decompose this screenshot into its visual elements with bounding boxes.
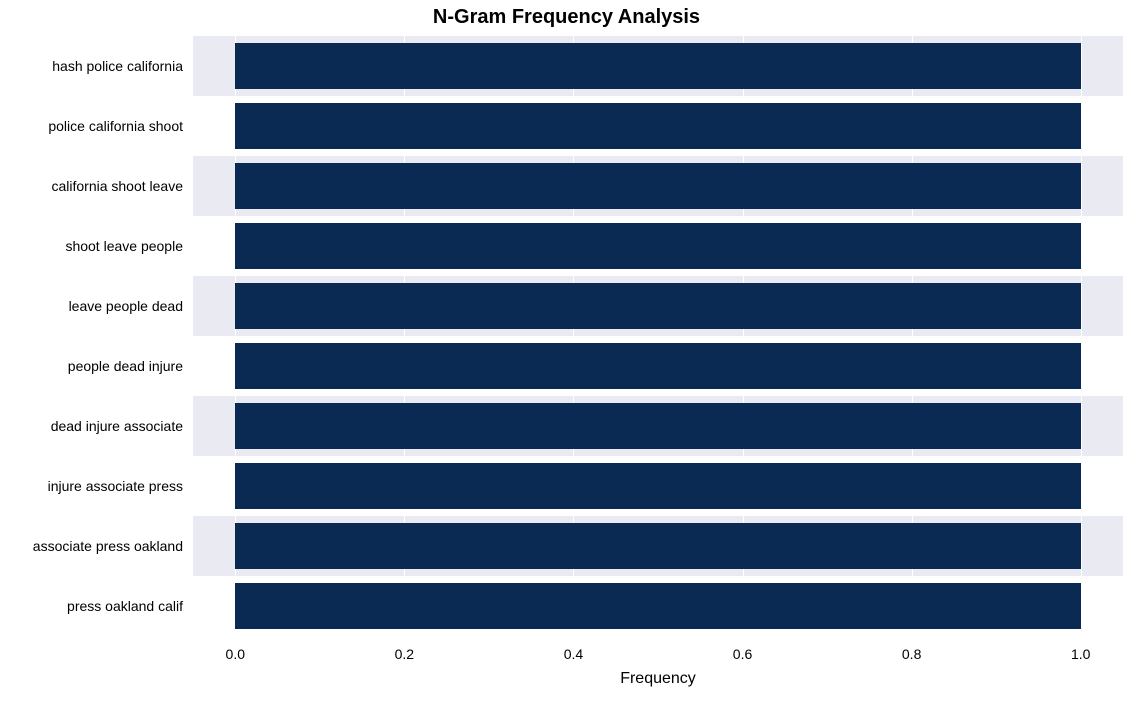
bar-row: press oakland calif [193,583,1123,630]
bar-row: dead injure associate [193,403,1123,450]
ytick-label: associate press oakland [33,523,193,570]
bar [235,463,1080,510]
bar-row: people dead injure [193,343,1123,390]
bar [235,523,1080,570]
bar-row: police california shoot [193,103,1123,150]
bar-row: hash police california [193,43,1123,90]
xtick-label: 0.6 [733,636,752,662]
ytick-label: california shoot leave [51,163,193,210]
xtick-label: 0.0 [226,636,245,662]
bar [235,223,1080,270]
xtick-label: 0.2 [395,636,414,662]
ytick-label: leave people dead [69,283,193,330]
bar [235,343,1080,390]
xtick-label: 0.4 [564,636,583,662]
ytick-label: dead injure associate [51,403,193,450]
bar [235,103,1080,150]
bar-row: associate press oakland [193,523,1123,570]
bar [235,43,1080,90]
bars-layer: hash police california police california … [193,36,1123,636]
bar [235,163,1080,210]
xaxis-title: Frequency [193,670,1123,688]
bar-row: shoot leave people [193,223,1123,270]
ytick-label: press oakland calif [67,583,193,630]
bar [235,283,1080,330]
ytick-label: hash police california [52,43,193,90]
ytick-label: shoot leave people [65,223,193,270]
ytick-label: police california shoot [48,103,193,150]
xtick-label: 1.0 [1071,636,1090,662]
bar-row: injure associate press [193,463,1123,510]
bar-row: leave people dead [193,283,1123,330]
xtick-label: 0.8 [902,636,921,662]
bar-row: california shoot leave [193,163,1123,210]
ytick-label: people dead injure [68,343,193,390]
ytick-label: injure associate press [48,463,193,510]
ngram-chart: N-Gram Frequency Analysis hash police ca… [0,0,1133,701]
chart-title: N-Gram Frequency Analysis [0,6,1133,29]
bar [235,403,1080,450]
bar [235,583,1080,630]
plot-area: hash police california police california … [193,36,1123,636]
